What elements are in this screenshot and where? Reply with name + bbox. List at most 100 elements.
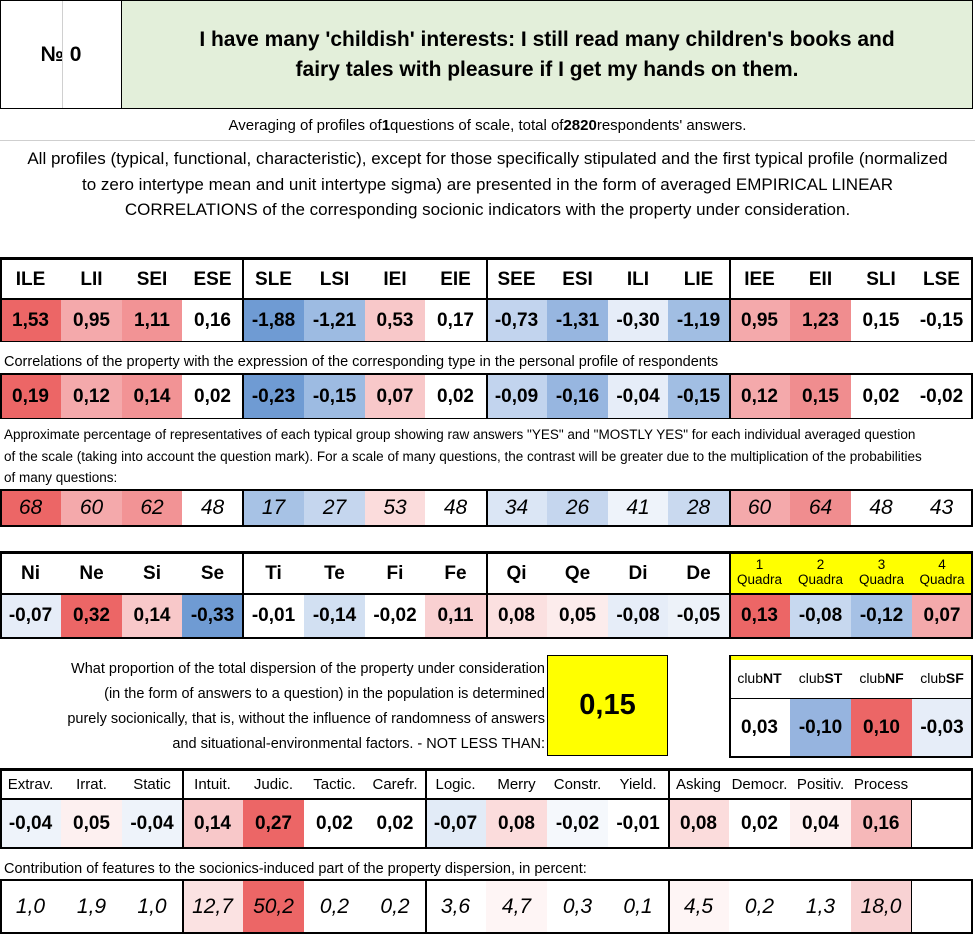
type-header: ESE: [193, 268, 232, 290]
trait-contribution-value: 1,0: [0, 881, 61, 933]
type-header: IEE: [744, 268, 775, 290]
function-value: -0,07: [0, 595, 61, 637]
club-value: -0,03: [912, 699, 972, 756]
trait-contribution-value: 1,9: [61, 881, 122, 933]
type-correlation-value: 0,12: [61, 375, 122, 418]
trait-contribution-value: 0,1: [608, 881, 668, 933]
club-header: club NF: [851, 660, 912, 696]
type-correlation-value: -0,15: [668, 375, 729, 418]
trait-contribution-value: 1,0: [122, 881, 182, 933]
rule-line: [0, 932, 973, 934]
quadra-number: 3: [877, 557, 886, 572]
number-cell: № 0: [1, 1, 122, 108]
rule-line: [242, 489, 244, 527]
type-header: LII: [80, 268, 103, 290]
type-correlation-value: 0,12: [729, 375, 790, 418]
rule-line: [486, 373, 488, 419]
rule-line: [486, 489, 488, 527]
type-header: SEI: [136, 268, 168, 290]
club-value: -0,10: [790, 699, 851, 756]
trait-contribution-value: 50,2: [243, 881, 304, 933]
function-header: Ti: [265, 562, 282, 584]
type-header: IEI: [383, 268, 407, 290]
rule-line: [486, 551, 488, 639]
trait-value: 0,08: [668, 800, 729, 847]
trait-value: -0,01: [608, 800, 668, 847]
trait-header: Constr.: [553, 776, 602, 793]
trait-header: Positiv.: [796, 776, 845, 793]
rule-line: [0, 798, 973, 800]
rule-line: [729, 756, 972, 758]
type-profile-value: 0,53: [365, 300, 425, 341]
function-value: -0,33: [182, 595, 243, 637]
type-correlation-value: -0,15: [304, 375, 365, 418]
trait-header: Process: [853, 776, 909, 793]
type-correlation-value: -0,23: [243, 375, 304, 418]
trait-value: 0,02: [729, 800, 790, 847]
trait-contribution-value: 0,2: [304, 881, 365, 933]
function-value: 0,05: [547, 595, 608, 637]
dispersion-line-3: purely socionically, that is, without th…: [67, 711, 545, 727]
respondents-count: 2820: [563, 116, 597, 134]
type-correlation-value: 0,19: [0, 375, 61, 418]
dispersion-line-4: and situational-environmental factors. -…: [172, 736, 545, 752]
trait-header: Yield.: [619, 776, 657, 793]
percentage-caption: Approximate percentage of representative…: [4, 427, 922, 485]
type-correlation-value: -0,09: [486, 375, 547, 418]
type-profile-value: 0,95: [729, 300, 790, 341]
trait-value: 0,02: [304, 800, 365, 847]
title-block: № 0 I have many 'childish' interests: I …: [0, 0, 973, 109]
trait-contribution-value: 12,7: [182, 881, 243, 933]
trait-contribution-value: 18,0: [851, 881, 911, 933]
trait-header: Logic.: [435, 776, 476, 793]
dispersion-value-box: 0,15: [547, 655, 668, 756]
type-header: LSI: [319, 268, 350, 290]
type-profile-value: -1,19: [668, 300, 729, 341]
type-percentage-value: 41: [608, 491, 668, 525]
type-percentage-value: 60: [61, 491, 122, 525]
club-suffix: NF: [885, 670, 904, 686]
rule-line: [242, 551, 244, 639]
questions-count: 1: [381, 116, 391, 134]
quadra-header: 4 Quadra: [912, 555, 972, 593]
trait-header: Extrav.: [7, 776, 54, 793]
type-percentage-value: 34: [486, 491, 547, 525]
number-label: №: [40, 42, 64, 66]
type-percentage-value: 43: [911, 491, 972, 525]
rule-line: [425, 768, 427, 849]
trait-value: 0,16: [851, 800, 911, 847]
club-value: 0,10: [851, 699, 912, 756]
type-header: SLI: [866, 268, 896, 290]
club-header: club SF: [912, 660, 972, 696]
type-percentage-value: 48: [182, 491, 243, 525]
rule-line: [242, 257, 244, 342]
function-header: Si: [143, 562, 161, 584]
function-value: 0,14: [122, 595, 182, 637]
trait-contribution-value: 4,7: [486, 881, 547, 933]
club-header: club NT: [729, 660, 790, 696]
rule-line: [182, 879, 184, 934]
rule-line: [486, 257, 488, 342]
number-divider: [62, 1, 63, 108]
trait-header: Intuit.: [194, 776, 231, 793]
type-percentage-value: 62: [122, 491, 182, 525]
club-prefix: club: [798, 670, 825, 686]
type-header: EIE: [440, 268, 471, 290]
function-header: Ni: [21, 562, 40, 584]
type-profile-value: 0,15: [851, 300, 911, 341]
type-correlation-value: 0,02: [425, 375, 486, 418]
summary-middle: questions of scale, total of: [390, 116, 564, 134]
type-header: ILE: [15, 268, 46, 290]
type-correlation-value: 0,14: [122, 375, 182, 418]
type-profile-value: -0,15: [911, 300, 972, 341]
type-percentage-value: 64: [790, 491, 851, 525]
rule-line: [971, 551, 973, 639]
type-profile-value: 1,53: [0, 300, 61, 341]
function-header: Te: [324, 562, 345, 584]
trait-header: Irrat.: [76, 776, 107, 793]
rule-line: [729, 655, 972, 656]
function-value: -0,14: [304, 595, 365, 637]
trait-value: 0,27: [243, 800, 304, 847]
type-header: ILI: [626, 268, 650, 290]
quadra-number: 4: [938, 557, 946, 572]
